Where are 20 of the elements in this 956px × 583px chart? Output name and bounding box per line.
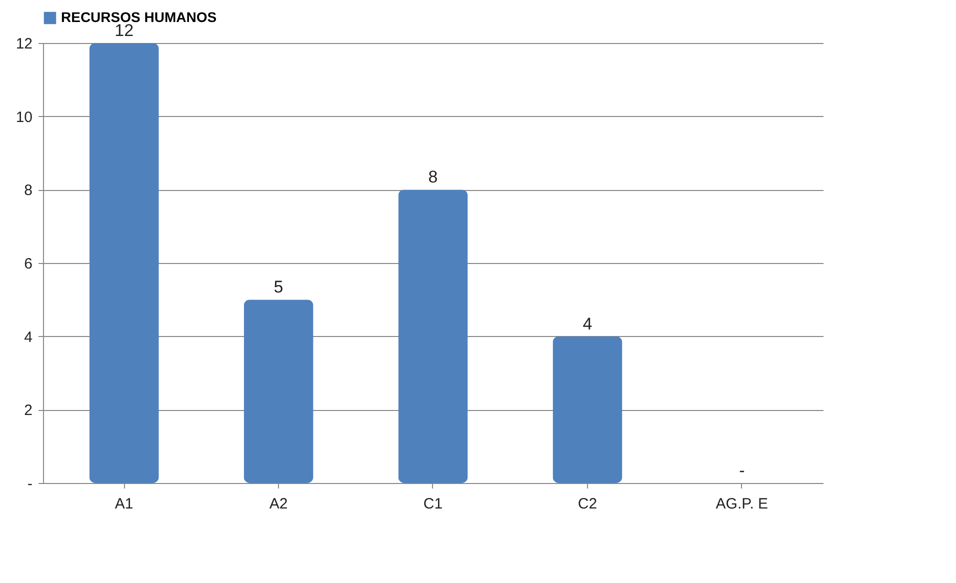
y-tick-label: 4	[24, 328, 32, 346]
bar	[552, 336, 622, 483]
y-tick-label: 6	[24, 256, 32, 272]
x-tick-label: C1	[423, 496, 443, 512]
data-label: -	[739, 461, 745, 480]
y-tick-label: 2	[24, 402, 32, 420]
x-tick-label: AG.P. E	[716, 496, 768, 512]
y-tick-label: -	[28, 476, 32, 492]
data-label: 5	[274, 278, 284, 297]
bar	[398, 190, 468, 483]
y-tick-label: 10	[16, 108, 32, 126]
x-tick-label: C2	[578, 496, 598, 512]
bar	[89, 43, 159, 483]
y-tick-label: 8	[24, 182, 32, 200]
data-label: 4	[582, 314, 592, 334]
x-tick-label: A2	[269, 496, 288, 512]
x-tick-label: A1	[114, 496, 134, 512]
y-tick-label: 12	[16, 36, 32, 52]
data-label: 8	[428, 168, 438, 187]
bar	[244, 300, 314, 483]
